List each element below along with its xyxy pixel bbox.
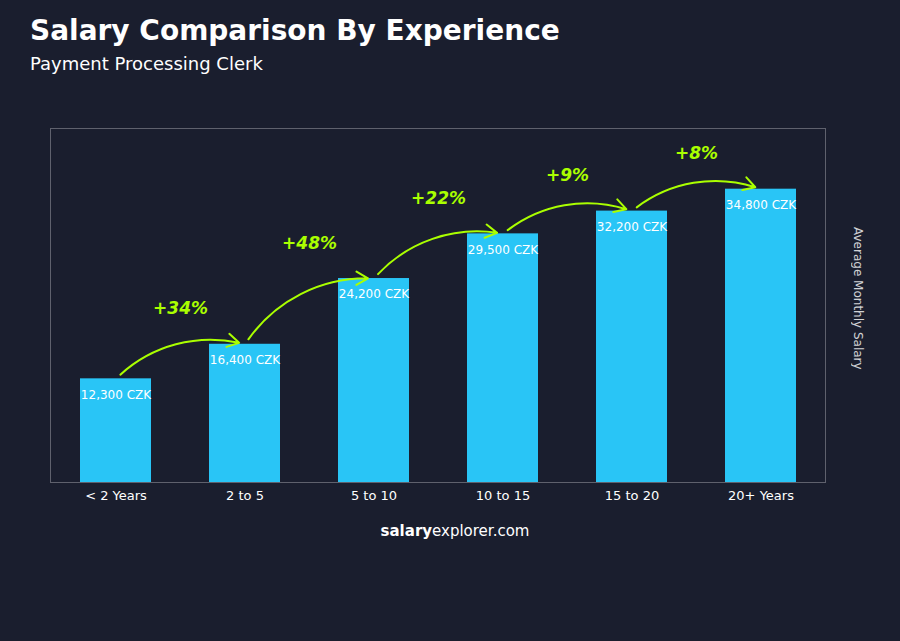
html-text:salary explorer.com: salary explorer.com [380,522,530,540]
svg-text:+22%: +22% [411,188,466,208]
svg-text:+8%: +8% [675,143,718,163]
svg-text:34,800 CZK: 34,800 CZK [726,198,797,212]
svg-text:20+ Years: 20+ Years [728,488,794,503]
svg-text:24,200 CZK: 24,200 CZK [339,287,410,301]
html-text:Payment Processing Clerk: Payment Processing Clerk [30,53,263,74]
svg-text:16,400 CZK: 16,400 CZK [210,353,281,367]
html-text:Salary Comparison By Experienc: Salary Comparison By Experience [30,14,560,47]
svg-text:+9%: +9% [546,165,589,185]
svg-text:12,300 CZK: 12,300 CZK [81,388,152,402]
svg-text:10 to 15: 10 to 15 [476,488,530,503]
svg-text:15 to 20: 15 to 20 [605,488,659,503]
svg-text:5 to 10: 5 to 10 [351,488,397,503]
svg-text:29,500 CZK: 29,500 CZK [468,243,539,257]
html-text:Average Monthly Salary: Average Monthly Salary [851,226,865,370]
svg-text:< 2 Years: < 2 Years [85,488,147,503]
svg-text:2 to 5: 2 to 5 [226,488,264,503]
svg-text:+34%: +34% [153,298,208,318]
svg-text:+48%: +48% [282,233,337,253]
svg-text:32,200 CZK: 32,200 CZK [597,220,668,234]
